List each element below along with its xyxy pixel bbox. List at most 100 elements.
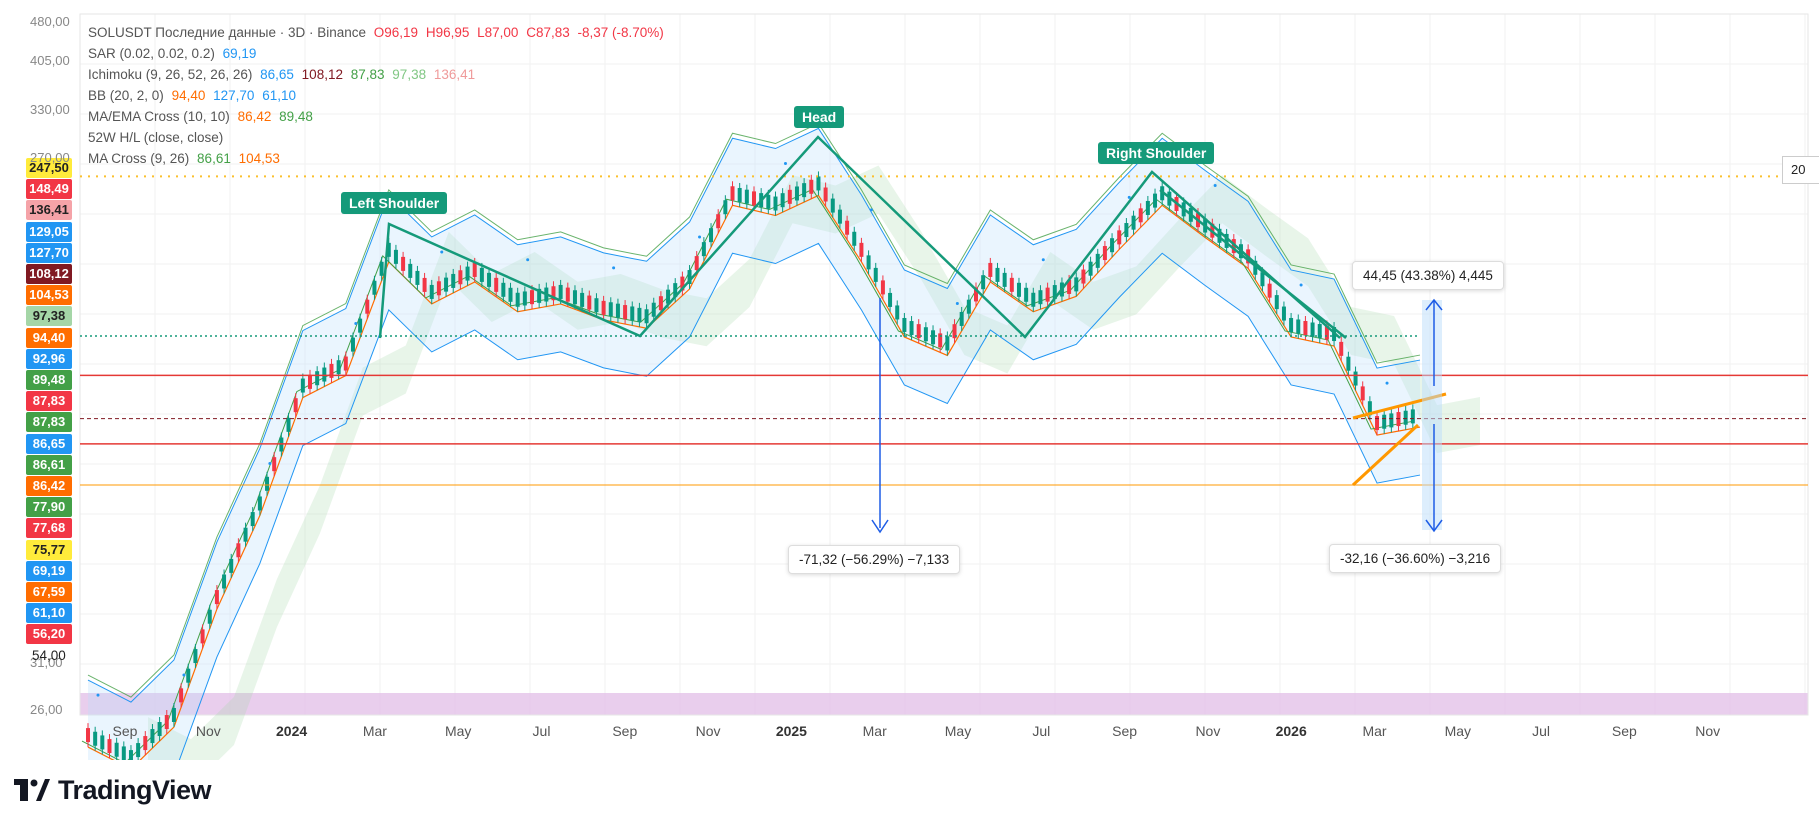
candle-body [1274, 295, 1279, 310]
candle-body [1339, 341, 1344, 356]
candle-body [186, 668, 191, 683]
candle-body [179, 688, 184, 703]
candle-body [508, 287, 513, 302]
candle-body [981, 275, 986, 290]
plot-border [79, 13, 1809, 716]
candle-body [995, 267, 1000, 282]
price-chart[interactable] [0, 0, 1819, 760]
legend-bb-row[interactable]: BB (20, 2, 0) 94,40 127,70 61,10 [88, 85, 664, 106]
candle-body [630, 306, 635, 321]
candle-body [773, 196, 778, 211]
legend-ichimoku-row[interactable]: Ichimoku (9, 26, 52, 26, 26) 86,65 108,1… [88, 64, 664, 85]
legend-sar-row[interactable]: SAR (0.02, 0.02, 0.2) 69,19 [88, 43, 664, 64]
tradingview-logo-icon [14, 779, 50, 801]
sar-dot [354, 322, 358, 326]
candle-body [408, 263, 413, 278]
measure-label-3[interactable]: -32,16 (−36.60%) −3,216 [1329, 544, 1502, 573]
candle-body [1074, 277, 1079, 292]
candle-body [637, 307, 642, 322]
price-badge: 77,90 [26, 497, 72, 518]
macross-label: MA Cross (9, 26) [88, 151, 190, 166]
candle-body [594, 298, 599, 313]
candle-body [752, 191, 756, 206]
candle-body [888, 292, 893, 307]
x-tick-month: Sep [112, 723, 138, 739]
candle-body [386, 242, 391, 257]
candle-body [959, 311, 964, 326]
candle-body [1231, 239, 1236, 254]
price-badge: 129,05 [26, 221, 72, 242]
candle-body [1067, 279, 1072, 294]
candle-body [336, 360, 341, 375]
sar-dot [1385, 381, 1389, 385]
price-label-plain: 54,00 [32, 648, 66, 663]
candle-body [322, 367, 327, 382]
candle-body [837, 209, 842, 224]
candle-body [157, 722, 162, 737]
candle-body [601, 300, 606, 315]
candle-body [487, 272, 492, 287]
candle-body [802, 183, 807, 198]
candle-body [214, 590, 219, 605]
candle-body [1310, 322, 1315, 337]
candle-body [1145, 200, 1150, 215]
y-tick-label: 405,00 [30, 53, 70, 68]
sar-dot [1213, 184, 1217, 188]
candle-body [86, 728, 90, 743]
ichimoku-value: 86,65 [260, 67, 294, 82]
candle-body [1095, 253, 1100, 268]
sar-dot [1127, 195, 1131, 199]
chart-area[interactable]: 247,50 148,49 136,41 129,05 127,70 108,12 104,… [0, 0, 1819, 760]
sar-dot [182, 673, 186, 677]
candle-body [365, 299, 370, 314]
brand-name: TradingView [58, 774, 212, 805]
legend-52w-row[interactable]: 52W H/L (close, close) [88, 127, 664, 148]
candle-body [114, 742, 119, 757]
candle-body [350, 337, 355, 352]
candle-body [128, 750, 133, 760]
price-badge: 69,19 [26, 560, 72, 581]
candle-body [1360, 386, 1365, 401]
candle-body [931, 330, 936, 345]
x-tick-month: Nov [1195, 723, 1221, 739]
measure-label-1[interactable]: -71,32 (−56.29%) −7,133 [788, 545, 961, 574]
left-shoulder-label[interactable]: Left Shoulder [341, 192, 448, 214]
sar-dot [1041, 258, 1045, 262]
head-label[interactable]: Head [794, 106, 845, 128]
candle-body [923, 327, 928, 342]
x-tick-year: 2026 [1275, 723, 1307, 739]
candle-body [143, 736, 148, 751]
sar-dot [869, 208, 873, 212]
candle-body [436, 281, 441, 296]
candle-body [895, 305, 900, 320]
macross-value: 86,61 [197, 151, 231, 166]
measure-label-2[interactable]: 44,45 (43.38%) 4,445 [1352, 261, 1504, 290]
price-badge: 94,40 [26, 327, 72, 348]
price-badge: 127,70 [26, 242, 72, 263]
candle-body [794, 186, 799, 201]
candle-body [608, 302, 613, 317]
candle-body [343, 356, 348, 371]
candle-body [809, 179, 814, 194]
arrowhead-3 [1425, 519, 1443, 533]
sar-dot [783, 162, 787, 166]
y-tick-label: 31,00 [30, 655, 63, 670]
low-value: L87,00 [477, 25, 519, 40]
legend-symbol-row[interactable]: SOLUSDT Последние данные · 3D · Binance … [88, 22, 664, 43]
right-shoulder-label[interactable]: Right Shoulder [1098, 142, 1215, 164]
candle-body [830, 198, 835, 213]
legend-ma-ema-row[interactable]: MA/EMA Cross (10, 10) 86,42 89,48 [88, 106, 664, 127]
legend-macross-row[interactable]: MA Cross (9, 26) 86,61 104,53 [88, 148, 664, 169]
candle-body [222, 574, 227, 589]
x-tick-year: 2024 [276, 723, 308, 739]
candle-body [1317, 324, 1322, 339]
sar-label: SAR (0.02, 0.02, 0.2) [88, 46, 215, 61]
tradingview-logo[interactable]: TradingView [14, 774, 212, 805]
price-badge: 56,20 [26, 624, 72, 645]
candle-body [472, 262, 477, 277]
price-badge: 148,49 [26, 179, 72, 200]
high-value: H96,95 [425, 25, 470, 40]
ma-ema-value: 86,42 [237, 109, 272, 124]
bb-value: 94,40 [171, 88, 206, 103]
candle-body [236, 543, 241, 558]
